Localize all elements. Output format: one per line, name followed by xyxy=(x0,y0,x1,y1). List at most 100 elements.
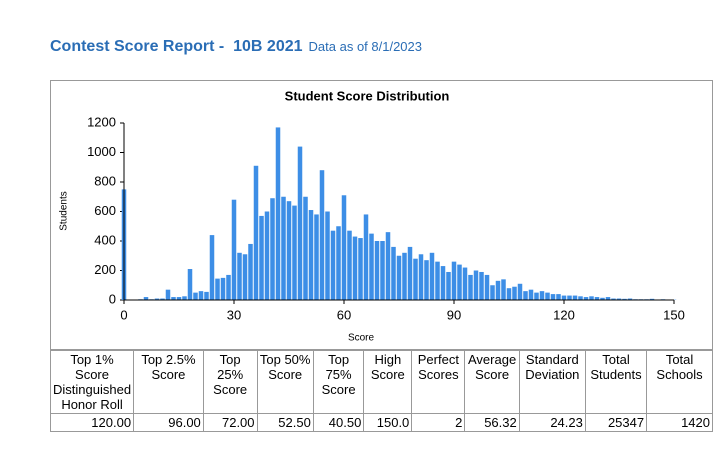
cell: 150.0 xyxy=(363,413,413,432)
bar xyxy=(589,296,594,300)
bar xyxy=(270,198,275,300)
cell: 40.50 xyxy=(312,413,365,432)
bar xyxy=(352,236,358,300)
bar xyxy=(462,267,468,300)
chart-title: Student Score Distribution xyxy=(285,88,450,103)
bar xyxy=(407,246,413,300)
column-header: Top 25% Score xyxy=(202,350,258,414)
bar xyxy=(429,252,435,300)
bar xyxy=(369,233,374,300)
report-title: Contest Score Report - 10B 2021 xyxy=(50,38,303,55)
bar xyxy=(600,297,605,300)
bar xyxy=(550,294,556,300)
bar xyxy=(649,298,655,300)
cell: 25347 xyxy=(584,413,648,432)
cell: 96.00 xyxy=(133,413,204,432)
bar xyxy=(220,277,226,300)
bar xyxy=(539,291,545,300)
bar xyxy=(330,230,336,300)
column-header: Top 50% Score xyxy=(256,350,314,414)
bar xyxy=(154,298,160,300)
header-row: Top 1% Score Distinguished Honor Roll Top… xyxy=(49,350,713,414)
y-tick-label: 200 xyxy=(94,262,116,277)
bar xyxy=(594,297,600,300)
bar xyxy=(231,199,237,300)
bar xyxy=(567,295,572,300)
report-header: Contest Score Report - 10B 2021 Data as o… xyxy=(50,38,422,56)
bar xyxy=(143,297,149,300)
x-tick-label: 90 xyxy=(447,307,461,322)
bar xyxy=(523,291,528,300)
y-tick-label: 1200 xyxy=(87,114,116,129)
bar xyxy=(413,258,418,300)
bar xyxy=(440,266,446,300)
bar xyxy=(303,196,308,300)
cell: 52.50 xyxy=(256,413,314,432)
bar xyxy=(248,243,253,300)
bar xyxy=(457,264,462,300)
bar xyxy=(468,274,473,300)
bar xyxy=(182,296,187,300)
bar xyxy=(545,292,550,300)
chart: Student Score Distribution Score Student… xyxy=(50,80,713,350)
column-header: Standard Deviation xyxy=(518,350,586,414)
cell: 120.00 xyxy=(49,413,135,432)
bar xyxy=(363,214,369,300)
bar xyxy=(336,226,341,300)
bar xyxy=(611,298,616,300)
data-row: 120.00 96.00 72.00 52.50 40.50 150.0 2 56.32 24.… xyxy=(49,413,713,432)
column-header: Top 1% Score Distinguished Honor Roll xyxy=(49,350,135,414)
bar xyxy=(616,298,622,300)
cell: 2 xyxy=(411,413,466,432)
x-tick-label: 0 xyxy=(120,307,127,322)
bar xyxy=(517,283,523,300)
bar xyxy=(572,295,578,300)
bar xyxy=(259,215,264,300)
y-tick-label: 600 xyxy=(94,203,116,218)
bar xyxy=(275,127,281,300)
bar xyxy=(165,289,171,300)
bar xyxy=(341,195,347,300)
bar xyxy=(396,255,402,300)
bar xyxy=(347,230,352,300)
bar xyxy=(391,246,396,300)
bar xyxy=(561,295,567,300)
x-tick-label: 30 xyxy=(227,307,241,322)
report-date: Data as of 8/1/2023 xyxy=(308,39,423,54)
bar xyxy=(209,235,215,300)
cell: 56.32 xyxy=(464,413,520,432)
bar xyxy=(622,298,627,300)
x-tick-label: 120 xyxy=(553,307,575,322)
column-header: Top 2.5% Score xyxy=(133,350,204,414)
column-header: Perfect Scores xyxy=(411,350,466,414)
bar xyxy=(325,211,330,300)
stats-table: Top 1% Score Distinguished Honor Roll Top… xyxy=(49,350,713,432)
bar xyxy=(319,170,325,300)
column-header: Average Score xyxy=(464,350,520,414)
column-header: High Score xyxy=(363,350,413,414)
bar xyxy=(237,252,242,300)
bar xyxy=(286,201,292,300)
bar xyxy=(473,270,479,300)
bar xyxy=(380,241,385,300)
bar xyxy=(556,294,561,300)
column-header: Top 75% Score xyxy=(312,350,365,414)
bar xyxy=(297,146,303,300)
bar xyxy=(583,297,589,300)
bar xyxy=(402,252,407,300)
bar xyxy=(204,291,209,300)
y-tick-label: 0 xyxy=(109,291,116,306)
cell: 24.23 xyxy=(518,413,586,432)
y-tick-label: 1000 xyxy=(87,144,116,159)
bar xyxy=(242,254,248,300)
bar xyxy=(512,286,517,300)
bar xyxy=(193,292,198,300)
bar xyxy=(484,274,490,300)
bar xyxy=(385,232,391,300)
bar xyxy=(308,210,314,300)
bar xyxy=(292,205,297,300)
bar xyxy=(374,241,380,300)
bar xyxy=(281,196,286,300)
bar xyxy=(176,297,182,300)
